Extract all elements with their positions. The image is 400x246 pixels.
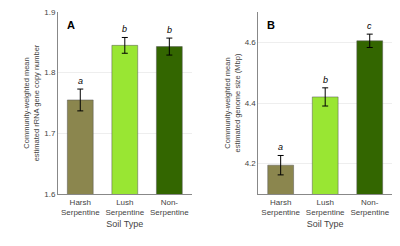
svg-text:A: A bbox=[67, 19, 75, 31]
svg-text:4.6: 4.6 bbox=[245, 38, 257, 47]
svg-text:Soil Type: Soil Type bbox=[307, 219, 344, 229]
svg-text:HarshSerpentine: HarshSerpentine bbox=[261, 198, 300, 217]
svg-text:LushSerpentine: LushSerpentine bbox=[105, 198, 144, 217]
svg-text:HarshSerpentine: HarshSerpentine bbox=[61, 198, 100, 217]
svg-text:1.9: 1.9 bbox=[44, 8, 56, 17]
svg-text:c: c bbox=[367, 21, 372, 31]
svg-text:LushSerpentine: LushSerpentine bbox=[306, 198, 345, 217]
svg-text:Community-weighted meanestimat: Community-weighted meanestimated rRNA ge… bbox=[22, 44, 41, 161]
svg-text:1.8: 1.8 bbox=[44, 68, 56, 77]
svg-text:a: a bbox=[78, 76, 83, 86]
svg-text:1.6: 1.6 bbox=[44, 190, 56, 199]
svg-text:Soil Type: Soil Type bbox=[106, 219, 143, 229]
svg-text:Non-Serpentine: Non-Serpentine bbox=[150, 198, 189, 217]
svg-text:b: b bbox=[323, 75, 328, 85]
svg-text:b: b bbox=[122, 24, 127, 34]
svg-text:B: B bbox=[267, 19, 275, 31]
svg-text:Non-Serpentine: Non-Serpentine bbox=[350, 198, 389, 217]
svg-text:a: a bbox=[278, 142, 283, 152]
svg-text:1.7: 1.7 bbox=[44, 129, 56, 138]
svg-text:b: b bbox=[167, 25, 172, 35]
svg-text:Community-weighted meanestimat: Community-weighted meanestimated genome … bbox=[223, 53, 242, 152]
svg-text:4.4: 4.4 bbox=[245, 99, 257, 108]
svg-text:4.2: 4.2 bbox=[245, 159, 257, 168]
